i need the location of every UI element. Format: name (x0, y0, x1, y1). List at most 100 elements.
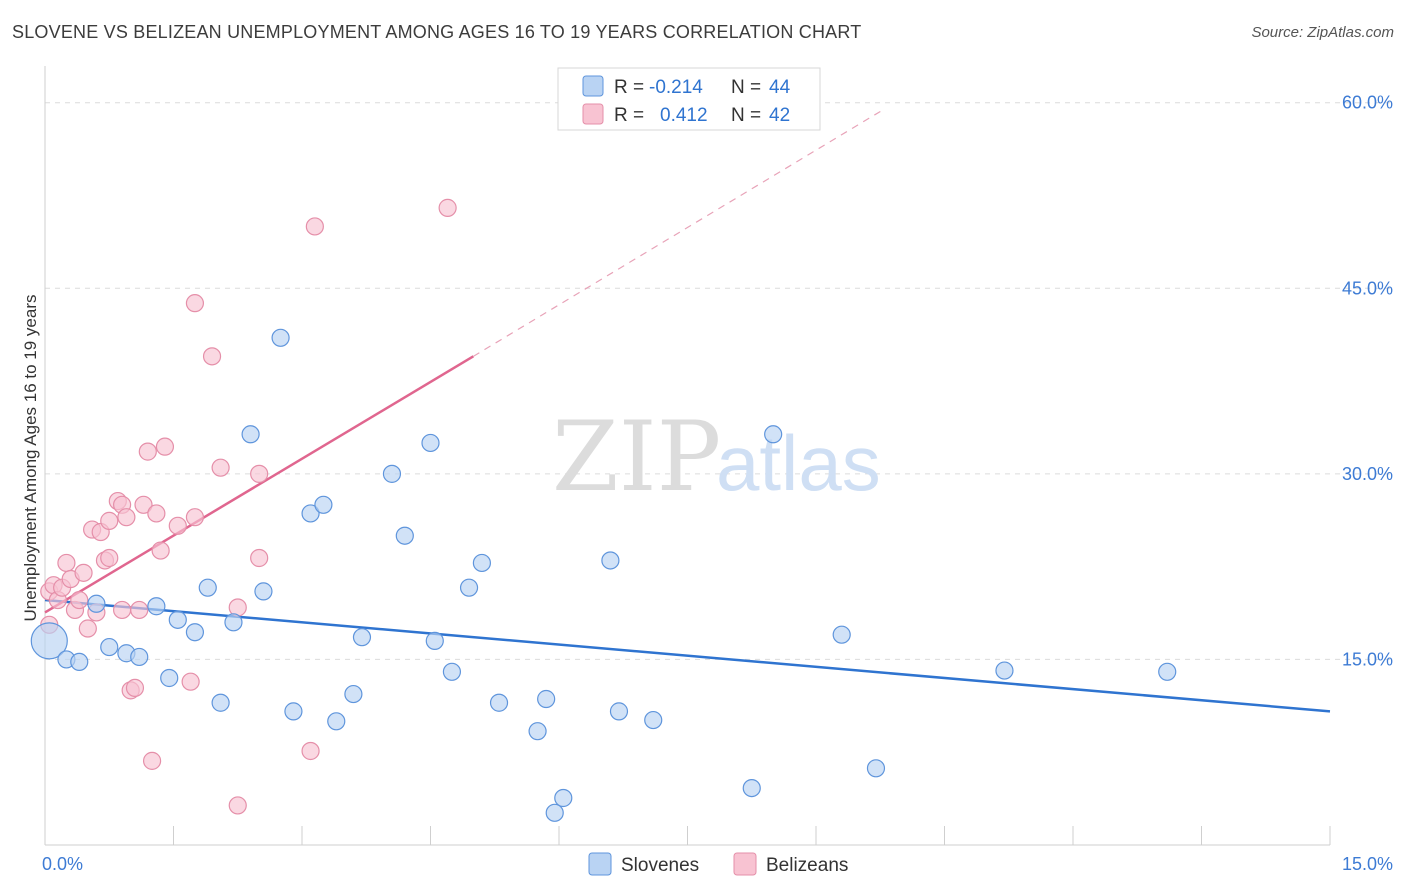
point-slovenes (554, 788, 573, 808)
point-belizeans (185, 508, 205, 527)
point-slovenes (442, 662, 462, 681)
point-belizeans (74, 563, 93, 582)
point-slovenes (130, 647, 149, 667)
point-belizeans (301, 741, 320, 761)
trend-line-belizeans (44, 355, 474, 614)
point-slovenes (866, 759, 886, 778)
point-slovenes (764, 425, 783, 444)
x-tick-labels: 0.0% 15.0% (42, 854, 1393, 874)
point-slovenes (537, 689, 556, 709)
point-belizeans (100, 511, 119, 530)
point-slovenes (742, 778, 761, 798)
point-belizeans (181, 672, 200, 691)
y-tick-label: 30.0% (1342, 464, 1393, 484)
point-slovenes (30, 622, 68, 660)
watermark-zip: ZIP (552, 401, 721, 513)
legend-r-value: 0.412 (660, 105, 708, 126)
point-belizeans (112, 600, 132, 620)
point-slovenes (344, 684, 363, 704)
watermark: ZIP atlas (552, 401, 881, 513)
legend-r-value: -0.214 (649, 77, 703, 98)
point-slovenes (601, 551, 620, 570)
point-belizeans (117, 508, 136, 527)
chart-title: SLOVENE VS BELIZEAN UNEMPLOYMENT AMONG A… (12, 22, 862, 42)
point-slovenes (327, 712, 346, 731)
bottom-legend-label: Slovenes (621, 855, 699, 876)
legend-r-label: R = (614, 105, 644, 126)
point-slovenes (545, 803, 564, 822)
point-belizeans (57, 553, 76, 573)
point-slovenes (352, 628, 372, 647)
data-points (30, 198, 1177, 822)
point-belizeans (211, 458, 230, 477)
point-belizeans (70, 590, 89, 610)
legend-r-label: R = (614, 77, 644, 98)
legend-n-label: N = (731, 77, 761, 98)
point-slovenes (425, 631, 444, 650)
point-slovenes (472, 553, 491, 573)
point-belizeans (151, 541, 170, 560)
point-slovenes (489, 693, 509, 712)
legend: R = -0.214 N = 44 R = 0.412 N = 42 (557, 67, 821, 131)
x-tick-label: 15.0% (1342, 854, 1393, 874)
point-belizeans (138, 442, 157, 461)
y-axis-title: Unemployment Among Ages 16 to 19 years (21, 295, 40, 622)
bottom-legend-label: Belizeans (766, 855, 848, 876)
point-belizeans (250, 548, 269, 568)
point-slovenes (382, 464, 402, 483)
legend-n-label: N = (731, 105, 761, 126)
point-belizeans (228, 796, 247, 815)
source-label: Source: ZipAtlas.com (1251, 24, 1394, 41)
axes (44, 66, 1331, 846)
point-slovenes (241, 425, 260, 444)
point-slovenes (70, 652, 89, 672)
point-slovenes (301, 504, 320, 523)
point-belizeans (185, 294, 205, 313)
y-tick-label: 15.0% (1342, 649, 1393, 669)
trend-lines (44, 108, 1331, 713)
trend-line-slovenes (44, 598, 1331, 713)
point-belizeans (125, 678, 145, 697)
point-slovenes (644, 710, 663, 730)
point-belizeans (250, 464, 269, 483)
point-belizeans (134, 495, 153, 514)
bottom-legend-swatch-slovenes (588, 852, 612, 876)
bottom-legend: Slovenes Belizeans (588, 852, 848, 876)
point-belizeans (130, 600, 149, 620)
point-belizeans (438, 198, 457, 217)
legend-swatch-slovenes (582, 75, 604, 97)
point-slovenes (100, 637, 119, 657)
y-tick-label: 45.0% (1342, 278, 1393, 298)
point-belizeans (78, 619, 97, 638)
legend-n-value: 42 (769, 105, 790, 126)
point-belizeans (155, 437, 175, 456)
point-slovenes (609, 702, 629, 721)
watermark-atlas: atlas (716, 419, 881, 507)
point-slovenes (211, 693, 230, 712)
point-belizeans (100, 548, 119, 568)
point-belizeans (142, 751, 162, 770)
point-slovenes (198, 578, 217, 597)
point-slovenes (832, 625, 851, 644)
point-belizeans (147, 504, 166, 523)
legend-n-value: 44 (769, 77, 791, 98)
y-tick-labels: 15.0% 30.0% 45.0% 60.0% (1342, 93, 1393, 670)
point-slovenes (528, 722, 547, 741)
point-slovenes (271, 328, 290, 347)
point-slovenes (421, 433, 440, 453)
x-tick-label: 0.0% (42, 854, 83, 874)
point-slovenes (168, 610, 187, 629)
y-tick-label: 60.0% (1342, 93, 1393, 113)
point-slovenes (224, 613, 243, 632)
point-slovenes (87, 594, 106, 613)
bottom-legend-swatch-belizeans (733, 852, 757, 876)
point-belizeans (168, 516, 187, 535)
point-slovenes (254, 582, 273, 601)
point-slovenes (995, 661, 1014, 680)
point-slovenes (459, 578, 479, 597)
point-belizeans (305, 217, 324, 236)
point-slovenes (1158, 662, 1177, 681)
legend-swatch-belizeans (582, 103, 604, 125)
trend-line-belizeans-extension (473, 108, 885, 357)
